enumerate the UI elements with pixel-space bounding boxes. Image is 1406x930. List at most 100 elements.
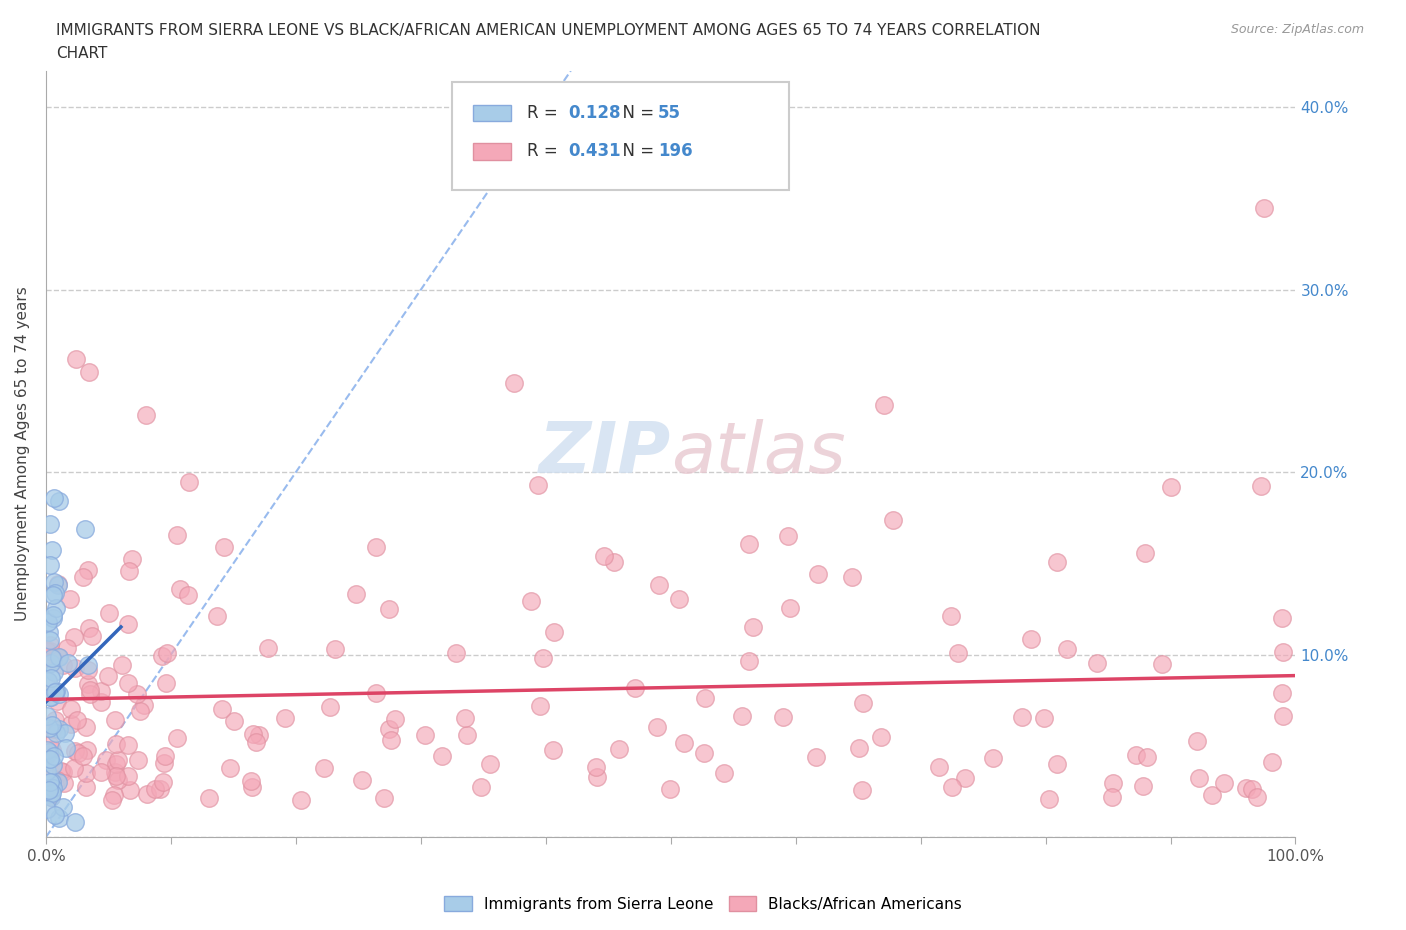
Point xyxy=(39,790,62,804)
Point xyxy=(39,689,62,704)
Point xyxy=(77,658,100,672)
Point xyxy=(648,578,671,592)
Bar xyxy=(474,143,510,160)
Point xyxy=(585,760,607,775)
Text: R =: R = xyxy=(527,104,562,122)
Point xyxy=(77,620,100,635)
Point xyxy=(39,644,62,658)
Point xyxy=(274,711,297,725)
Point xyxy=(1046,757,1069,772)
Point xyxy=(42,575,65,590)
Point xyxy=(212,539,235,554)
Point xyxy=(1253,200,1275,215)
Point xyxy=(1101,776,1123,790)
Point xyxy=(645,720,668,735)
Text: Source: ZipAtlas.com: Source: ZipAtlas.com xyxy=(1230,23,1364,36)
Point xyxy=(41,775,63,790)
Point xyxy=(94,752,117,767)
Point xyxy=(63,744,86,759)
Point xyxy=(77,365,100,379)
Point xyxy=(90,764,112,779)
Point xyxy=(953,770,976,785)
Point xyxy=(373,790,395,805)
Point xyxy=(1133,546,1156,561)
Point xyxy=(39,737,62,752)
Point xyxy=(41,610,63,625)
Point xyxy=(117,675,139,690)
Point xyxy=(46,649,69,664)
Point xyxy=(77,563,100,578)
Point xyxy=(1011,710,1033,724)
Point xyxy=(52,658,75,672)
Point xyxy=(63,660,86,675)
Point xyxy=(45,725,67,740)
Point xyxy=(65,712,87,727)
Point xyxy=(623,680,645,695)
Point xyxy=(1261,754,1284,769)
Point xyxy=(1250,478,1272,493)
Point xyxy=(384,712,406,727)
Point xyxy=(1101,790,1123,804)
Point xyxy=(52,800,75,815)
Text: N =: N = xyxy=(612,104,659,122)
Point xyxy=(378,722,401,737)
Point xyxy=(63,814,86,829)
Point xyxy=(117,617,139,631)
Point xyxy=(169,581,191,596)
Point xyxy=(42,781,65,796)
Point xyxy=(76,742,98,757)
Point xyxy=(39,788,62,803)
Point xyxy=(713,765,735,780)
Point xyxy=(541,743,564,758)
Point xyxy=(79,686,101,701)
Point xyxy=(58,656,80,671)
Point xyxy=(1271,611,1294,626)
Point xyxy=(44,684,66,699)
Point xyxy=(75,720,97,735)
Point xyxy=(37,802,59,817)
Point xyxy=(49,764,72,778)
Point xyxy=(41,770,63,785)
Point xyxy=(1240,782,1263,797)
Point xyxy=(1185,734,1208,749)
Point xyxy=(38,775,60,790)
Point xyxy=(65,352,87,366)
Point xyxy=(53,776,76,790)
Point xyxy=(981,751,1004,765)
Point xyxy=(149,781,172,796)
Point xyxy=(882,512,904,527)
Point xyxy=(1132,778,1154,793)
Point xyxy=(198,790,221,805)
Point xyxy=(48,686,70,701)
Point xyxy=(152,756,174,771)
Text: 196: 196 xyxy=(658,142,693,160)
Point xyxy=(290,793,312,808)
Text: 55: 55 xyxy=(658,104,682,122)
Text: atlas: atlas xyxy=(671,419,845,488)
Point xyxy=(80,628,103,643)
Point xyxy=(531,650,554,665)
Point xyxy=(1187,770,1209,785)
Point xyxy=(668,591,690,606)
Point xyxy=(247,727,270,742)
Point xyxy=(132,698,155,712)
Point xyxy=(240,779,263,794)
Point xyxy=(42,665,65,680)
Text: N =: N = xyxy=(612,142,659,160)
Point xyxy=(177,587,200,602)
Point xyxy=(63,630,86,644)
Point xyxy=(378,601,401,616)
Point xyxy=(807,566,830,581)
Text: CHART: CHART xyxy=(56,46,108,61)
Point xyxy=(48,810,70,825)
Point xyxy=(42,722,65,737)
Point xyxy=(946,645,969,660)
Point xyxy=(152,775,174,790)
Point xyxy=(520,593,543,608)
Point xyxy=(48,722,70,737)
Point xyxy=(37,748,59,763)
Point xyxy=(103,788,125,803)
Point xyxy=(37,673,59,688)
Point xyxy=(1085,655,1108,670)
Point xyxy=(127,752,149,767)
